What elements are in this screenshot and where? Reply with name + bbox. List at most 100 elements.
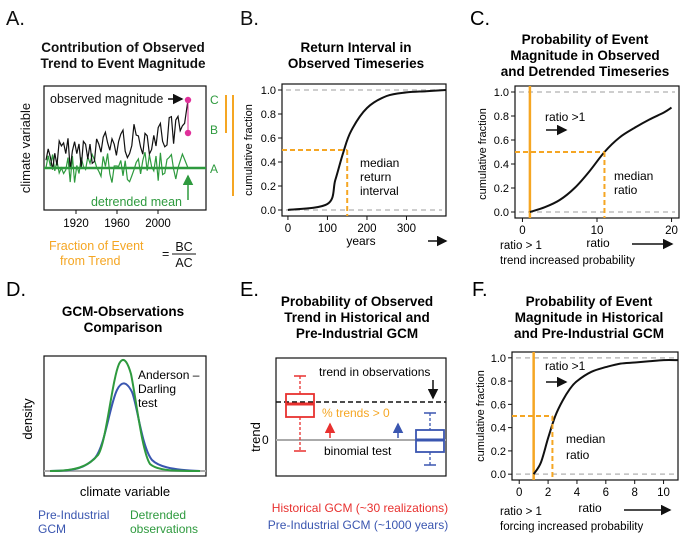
c-ytick-label: 0.6 xyxy=(494,135,509,147)
b-xtick-label: 200 xyxy=(357,223,376,235)
fraction-text-line2: from Trend xyxy=(60,254,120,268)
panel-f-y-ticks: 0.0 0.2 0.4 0.6 0.8 1.0 xyxy=(491,353,512,481)
d-test-line2: Darling xyxy=(138,382,176,396)
panel-b-y-ticks: 0.0 0.2 0.4 0.6 0.8 1.0 xyxy=(261,85,282,217)
c-annotation-line2: ratio xyxy=(614,183,638,197)
f-xtick-label: 8 xyxy=(631,487,637,499)
f-xtick-label: 2 xyxy=(545,487,551,499)
f-annotation-line2: ratio xyxy=(566,448,590,462)
fraction-denominator: AC xyxy=(175,256,192,270)
f-ytick-label: 0.4 xyxy=(491,423,506,435)
c-ytick-label: 0.2 xyxy=(494,183,509,195)
b-xtick-label: 300 xyxy=(397,223,416,235)
b-ytick-label: 0.4 xyxy=(261,157,276,169)
b-ytick-label: 0.8 xyxy=(261,109,276,121)
panel-d-ylabel: density xyxy=(20,398,35,440)
e-trend-obs-label: trend in observations xyxy=(319,365,430,379)
panel-f-title-line3: and Pre-Industrial GCM xyxy=(514,326,664,341)
panel-c-ylabel: cumulative fraction xyxy=(477,108,489,200)
point-c-label: C xyxy=(210,93,219,107)
panel-c-title-line3: and Detrended Timeseries xyxy=(501,64,670,79)
panel-b-ylabel: cumulative fraction xyxy=(243,104,255,196)
panel-a-title-line2: Trend to Event Magnitude xyxy=(40,56,205,71)
fraction-equals: = xyxy=(162,247,169,261)
panel-c-title-line2: Magnitude in Observed xyxy=(510,48,659,63)
observed-series-line xyxy=(45,99,189,170)
preindustrial-gcm-density xyxy=(49,382,201,472)
panel-a-frame xyxy=(43,85,207,211)
f-ytick-label: 1.0 xyxy=(491,353,506,365)
panel-b-xlabel: years xyxy=(346,234,375,248)
f-ytick-label: 0.0 xyxy=(491,469,506,481)
f-xtick-label: 6 xyxy=(603,487,609,499)
panel-c-xlabel: ratio xyxy=(586,236,610,250)
a-tick-2000: 2000 xyxy=(145,218,171,230)
b-annotation-line1: median xyxy=(360,156,399,170)
panel-c-y-ticks: 0.0 0.2 0.4 0.6 0.8 1.0 xyxy=(494,87,515,219)
panel-b-x-ticks: 0 100 200 300 xyxy=(285,216,416,235)
panel-f-letter: F. xyxy=(472,279,488,301)
fraction-text-line1: Fraction of Event xyxy=(49,239,144,253)
e-zero-label: 0 xyxy=(262,433,269,447)
c-xtick-label: 10 xyxy=(591,225,604,237)
panel-b-letter: B. xyxy=(240,8,259,30)
panel-d-letter: D. xyxy=(6,279,26,301)
c-ytick-label: 0.4 xyxy=(494,159,509,171)
c-annotation-line1: median xyxy=(614,169,653,183)
panel-f-title-line2: Magnitude in Historical xyxy=(515,310,664,325)
f-ytick-label: 0.2 xyxy=(491,446,506,458)
fraction-numerator: BC xyxy=(175,240,192,254)
b-xtick-label: 100 xyxy=(318,223,337,235)
d-legend-dt-line1: Detrended xyxy=(130,508,186,522)
panel-c-x-ticks: 0 10 20 xyxy=(519,218,678,237)
e-binomial-label: binomial test xyxy=(324,444,392,458)
point-a-label: A xyxy=(210,162,218,176)
d-legend-pi-line2: GCM xyxy=(38,522,66,536)
panel-b-title-line1: Return Interval in xyxy=(300,40,411,55)
panel-d-frame xyxy=(43,355,207,477)
f-footer-line1: ratio > 1 xyxy=(500,506,542,518)
d-legend-dt-line2: observations xyxy=(130,522,198,536)
panel-d: D. GCM-Observations Comparison density A… xyxy=(6,279,207,536)
d-test-line1: Anderson – xyxy=(138,368,200,382)
c-ytick-label: 0.8 xyxy=(494,111,509,123)
panel-b-title-line2: Observed Timeseries xyxy=(288,56,424,71)
b-ytick-label: 0.0 xyxy=(261,205,276,217)
c-ratio-gt1-label: ratio >1 xyxy=(545,110,586,124)
preindustrial-gcm-boxplot xyxy=(415,412,445,466)
panel-f-x-ticks: 0 2 4 6 8 10 xyxy=(516,480,670,499)
panel-a-letter: A. xyxy=(6,8,25,30)
f-ytick-label: 0.6 xyxy=(491,399,506,411)
panel-c: C. Probability of Event Magnitude in Obs… xyxy=(470,8,680,267)
panel-d-title-line2: Comparison xyxy=(84,320,163,335)
c-xtick-label: 0 xyxy=(519,225,525,237)
c-ytick-label: 0.0 xyxy=(494,207,509,219)
d-test-line3: test xyxy=(138,396,158,410)
f-xtick-label: 10 xyxy=(657,487,670,499)
detrended-series-line xyxy=(45,152,189,183)
panel-a-ylabel: climate variable xyxy=(18,103,33,193)
observed-magnitude-label: observed magnitude xyxy=(50,92,163,106)
e-legend-preindustrial: Pre-Industrial GCM (~1000 years) xyxy=(268,518,448,532)
panel-e-title-line2: Trend in Historical and xyxy=(284,310,430,325)
historical-gcm-boxplot xyxy=(285,375,315,452)
panel-c-title-line1: Probability of Event xyxy=(522,32,649,47)
f-xtick-label: 0 xyxy=(516,487,522,499)
panel-b: B. Return Interval in Observed Timeserie… xyxy=(240,8,448,248)
e-pct-label: % trends > 0 xyxy=(322,406,390,420)
panel-a-x-ticks: 1920 1960 2000 xyxy=(63,210,171,230)
panel-e-title-line1: Probability of Observed xyxy=(281,294,433,309)
panel-e-letter: E. xyxy=(240,279,259,301)
f-annotation-line1: median xyxy=(566,432,605,446)
panel-f-title-line1: Probability of Event xyxy=(526,294,653,309)
b-annotation-line2: return xyxy=(360,170,391,184)
panel-f-xlabel: ratio xyxy=(578,501,602,515)
panel-e-title-line3: Pre-Industrial GCM xyxy=(296,326,418,341)
b-ytick-label: 0.6 xyxy=(261,133,276,145)
f-xtick-label: 4 xyxy=(574,487,581,499)
f-footer-line2: forcing increased probability xyxy=(500,521,643,533)
panel-e-frame xyxy=(275,357,447,477)
panel-e-ylabel: trend xyxy=(248,422,263,452)
b-annotation-line3: interval xyxy=(360,184,399,198)
